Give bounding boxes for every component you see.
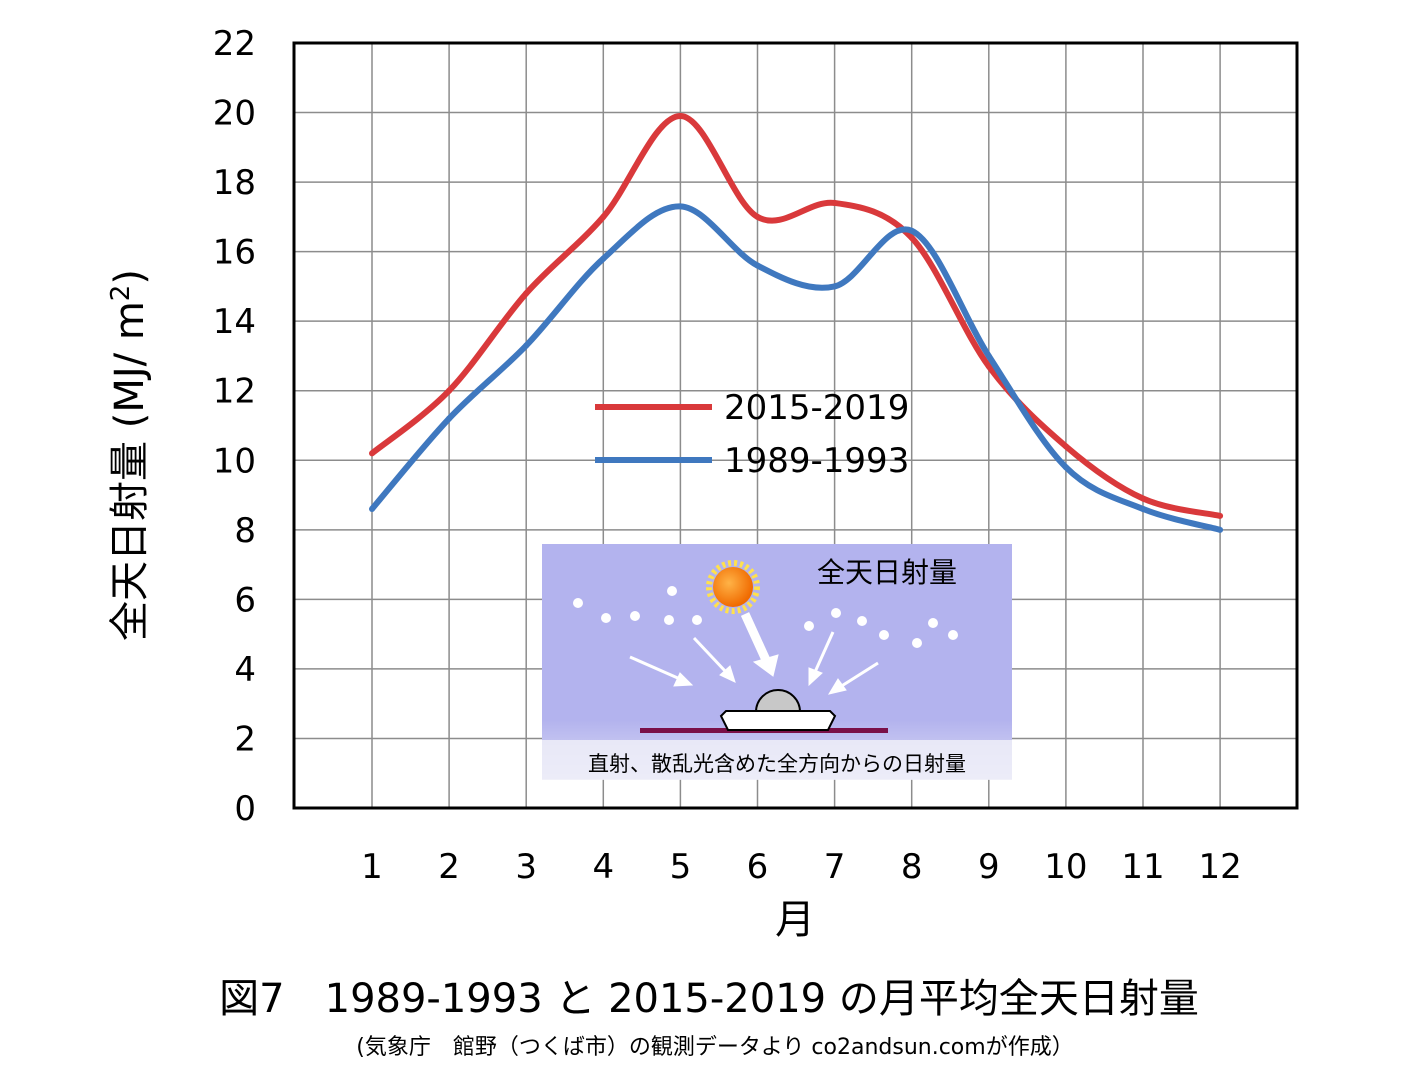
x-tick-label: 2 <box>438 847 460 887</box>
inset-illustration: 全天日射量 直射、散乱光含めた全方向からの日射量 <box>542 544 1012 780</box>
y-tick-label: 8 <box>234 511 256 551</box>
x-tick-label: 3 <box>515 847 537 887</box>
x-tick-label: 8 <box>901 847 923 887</box>
y-axis-label: 全天日射量 (MJ/ m2) <box>106 269 153 641</box>
data-point <box>523 342 530 349</box>
data-point <box>446 415 453 422</box>
x-tick-label: 10 <box>1044 847 1087 887</box>
data-point <box>1217 526 1224 533</box>
y-tick-label: 4 <box>234 650 256 690</box>
data-point <box>600 255 607 262</box>
data-point <box>985 363 992 370</box>
data-point <box>1140 495 1146 502</box>
y-tick-label: 14 <box>213 302 256 342</box>
x-tick-label: 7 <box>824 847 846 887</box>
data-point <box>831 283 838 290</box>
y-tick-label: 12 <box>213 372 256 412</box>
x-tick-label: 1 <box>361 847 383 887</box>
data-point <box>446 387 453 394</box>
x-tick-label: 11 <box>1121 847 1164 887</box>
x-axis-label: 月 <box>775 897 815 943</box>
y-tick-label: 10 <box>213 441 256 481</box>
data-point <box>369 505 375 512</box>
legend-label: 2015-2019 <box>724 388 909 428</box>
legend: 2015-2019 1989-1993 <box>595 388 909 481</box>
data-point <box>677 203 684 210</box>
y-tick-label: 16 <box>213 233 256 273</box>
x-tick-labels: 1 2 3 4 5 6 7 8 9 10 11 12 <box>361 847 1242 887</box>
data-point <box>1140 505 1146 512</box>
y-tick-label: 18 <box>213 163 256 203</box>
x-tick-label: 5 <box>670 847 692 887</box>
x-tick-label: 9 <box>978 847 1000 887</box>
x-tick-label: 6 <box>747 847 769 887</box>
data-point <box>985 352 992 359</box>
y-tick-label: 22 <box>213 24 256 64</box>
series-lines <box>369 113 1224 533</box>
data-point <box>1217 512 1224 519</box>
radiation-arrows <box>629 612 879 695</box>
legend-label: 1989-1993 <box>724 441 909 481</box>
inset-note-bar <box>542 740 1012 780</box>
y-tick-labels: 0 2 4 6 8 10 12 14 16 18 20 22 <box>213 24 256 829</box>
data-point <box>1062 443 1069 450</box>
inset-note: 直射、散乱光含めた全方向からの日射量 <box>588 752 966 776</box>
figure-caption: 図7 1989-1993 と 2015-2019 の月平均全天日射量 <box>219 976 1199 1022</box>
data-point <box>831 199 838 206</box>
inset-sky <box>542 544 1012 779</box>
inset-title: 全天日射量 <box>817 556 957 589</box>
y-tick-label: 0 <box>234 789 256 829</box>
data-point <box>754 213 761 220</box>
data-point <box>600 213 607 220</box>
sun-icon <box>706 560 760 614</box>
data-point <box>908 234 915 241</box>
y-tick-label: 6 <box>234 580 256 620</box>
data-point <box>523 290 530 297</box>
data-point <box>754 262 761 269</box>
plot-frame <box>292 41 1299 810</box>
data-point <box>677 113 684 120</box>
x-tick-label: 12 <box>1198 847 1241 887</box>
y-tick-label: 20 <box>213 94 256 134</box>
y-tick-label: 2 <box>234 719 256 759</box>
x-tick-label: 4 <box>592 847 614 887</box>
data-point <box>908 227 915 234</box>
data-point <box>369 450 375 457</box>
data-point <box>1062 464 1069 471</box>
source-note: (気象庁 館野（つくば市）の観測データより co2andsun.comが作成） <box>356 1035 1073 1060</box>
scatter-particles <box>573 586 958 648</box>
pyranometer-icon <box>719 689 837 731</box>
